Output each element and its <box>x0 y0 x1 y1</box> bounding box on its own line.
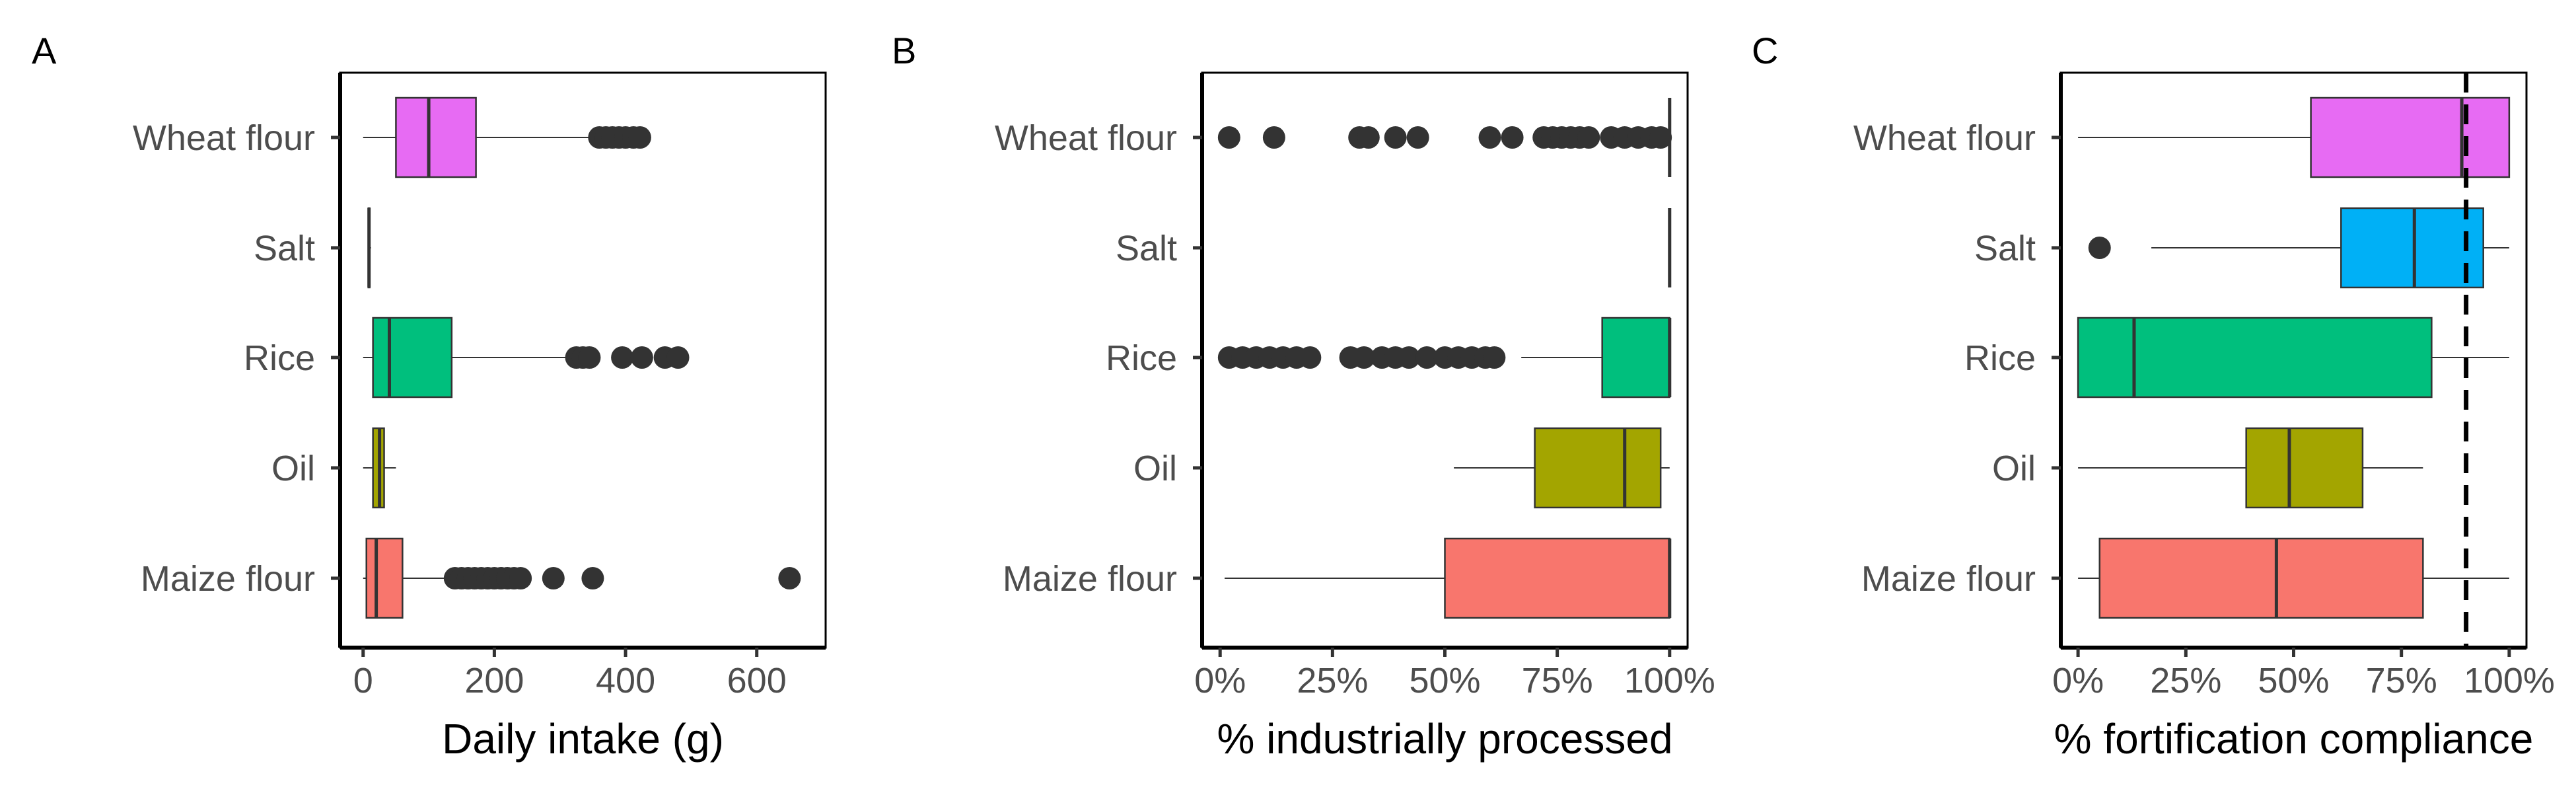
category-label: Maize flour <box>1861 559 2036 599</box>
x-axis-title: Daily intake (g) <box>442 715 724 763</box>
category-label: Wheat flour <box>133 118 315 158</box>
category-label: Maize flour <box>1003 559 1177 599</box>
category-label: Salt <box>254 229 315 268</box>
x-tick-label: 50% <box>1409 661 1480 700</box>
box-wheat-flour <box>2078 96 2511 178</box>
x-tick-label: 100% <box>1624 661 1715 700</box>
panel-c: C Wheat flour Salt Rice Oil Maize flour 0% 25% 5… <box>1752 30 2555 763</box>
panel-label-b: B <box>892 30 916 71</box>
outlier-point <box>666 346 690 369</box>
box-body <box>2340 207 2484 289</box>
box-body <box>372 317 453 398</box>
category-label: Rice <box>1964 338 2036 378</box>
outlier-point <box>1577 126 1600 149</box>
x-tick-label: 400 <box>596 661 655 700</box>
box-rice <box>2077 317 2509 398</box>
category-label: Salt <box>1974 229 2036 268</box>
outlier-point <box>778 567 801 589</box>
box-salt <box>367 207 371 289</box>
outlier-point <box>1398 346 1421 369</box>
outlier-point <box>611 346 634 369</box>
outlier-point <box>630 346 653 369</box>
outlier-point <box>1415 346 1439 369</box>
box-maize-flour <box>1225 537 1672 619</box>
outlier-point <box>542 567 565 589</box>
outlier-point <box>1299 346 1322 369</box>
box-body <box>1534 427 1662 509</box>
box-body <box>2077 317 2433 398</box>
outlier-point <box>578 346 601 369</box>
outlier-point <box>628 126 651 149</box>
outlier-point <box>509 567 532 589</box>
box-body <box>1444 537 1671 619</box>
x-tick-label: 25% <box>2150 661 2221 700</box>
category-label: Wheat flour <box>1853 118 2036 158</box>
box-salt <box>2088 207 2509 289</box>
box-body <box>365 537 404 619</box>
outlier-point <box>1217 126 1240 149</box>
outlier-point <box>1483 346 1506 369</box>
x-tick-label: 100% <box>2464 661 2555 700</box>
category-label: Oil <box>1133 449 1177 488</box>
x-axis-title: % industrially processed <box>1217 715 1672 763</box>
category-label: Oil <box>1992 449 2036 488</box>
outlier-point <box>581 567 604 589</box>
category-label: Rice <box>1106 338 1177 378</box>
outlier-point <box>1406 126 1429 149</box>
box-wheat-flour <box>363 96 651 178</box>
outlier-point <box>1649 126 1672 149</box>
x-tick-label: 200 <box>464 661 524 700</box>
box-rice <box>363 317 690 398</box>
box-maize-flour <box>2078 537 2509 619</box>
box-wheat-flour <box>1217 98 1672 177</box>
outlier-point <box>2088 237 2111 259</box>
x-tick-label: 0% <box>1194 661 1246 700</box>
category-label: Maize flour <box>141 559 315 599</box>
box-oil <box>1454 427 1670 509</box>
x-tick-label: 0 <box>353 661 373 700</box>
category-label: Rice <box>244 338 315 378</box>
panel-b: B Wheat flour Salt Rice Oil Maize flour 0% 25% 5… <box>892 30 1715 763</box>
x-tick-label: 75% <box>1522 661 1593 700</box>
box-body <box>395 96 477 178</box>
box-oil <box>2078 427 2423 509</box>
category-label: Oil <box>271 449 315 488</box>
panel-label-a: A <box>32 30 57 71</box>
box-rice <box>1217 317 1672 398</box>
x-tick-label: 0% <box>2052 661 2104 700</box>
box-body <box>2310 96 2511 178</box>
outlier-point <box>1501 126 1524 149</box>
box-oil <box>363 427 396 509</box>
box-maize-flour <box>363 537 801 619</box>
x-tick-label: 25% <box>1297 661 1368 700</box>
outlier-point <box>1357 126 1380 149</box>
panel-a: A Wheat flour Salt Rice Oil Maize flour 0 200 40… <box>32 30 827 763</box>
outlier-point <box>1478 126 1501 149</box>
box-body <box>1601 317 1671 398</box>
outlier-point <box>1262 126 1285 149</box>
category-label: Salt <box>1116 229 1177 268</box>
box-body <box>2245 427 2364 509</box>
outlier-point <box>1353 346 1375 369</box>
x-tick-label: 75% <box>2366 661 2437 700</box>
x-axis-title: % fortification compliance <box>2054 715 2534 763</box>
category-label: Wheat flour <box>995 118 1177 158</box>
x-tick-label: 50% <box>2258 661 2329 700</box>
outlier-point <box>1384 126 1407 149</box>
box-body <box>2098 537 2424 619</box>
x-tick-label: 600 <box>727 661 787 700</box>
panel-label-c: C <box>1752 30 1778 71</box>
